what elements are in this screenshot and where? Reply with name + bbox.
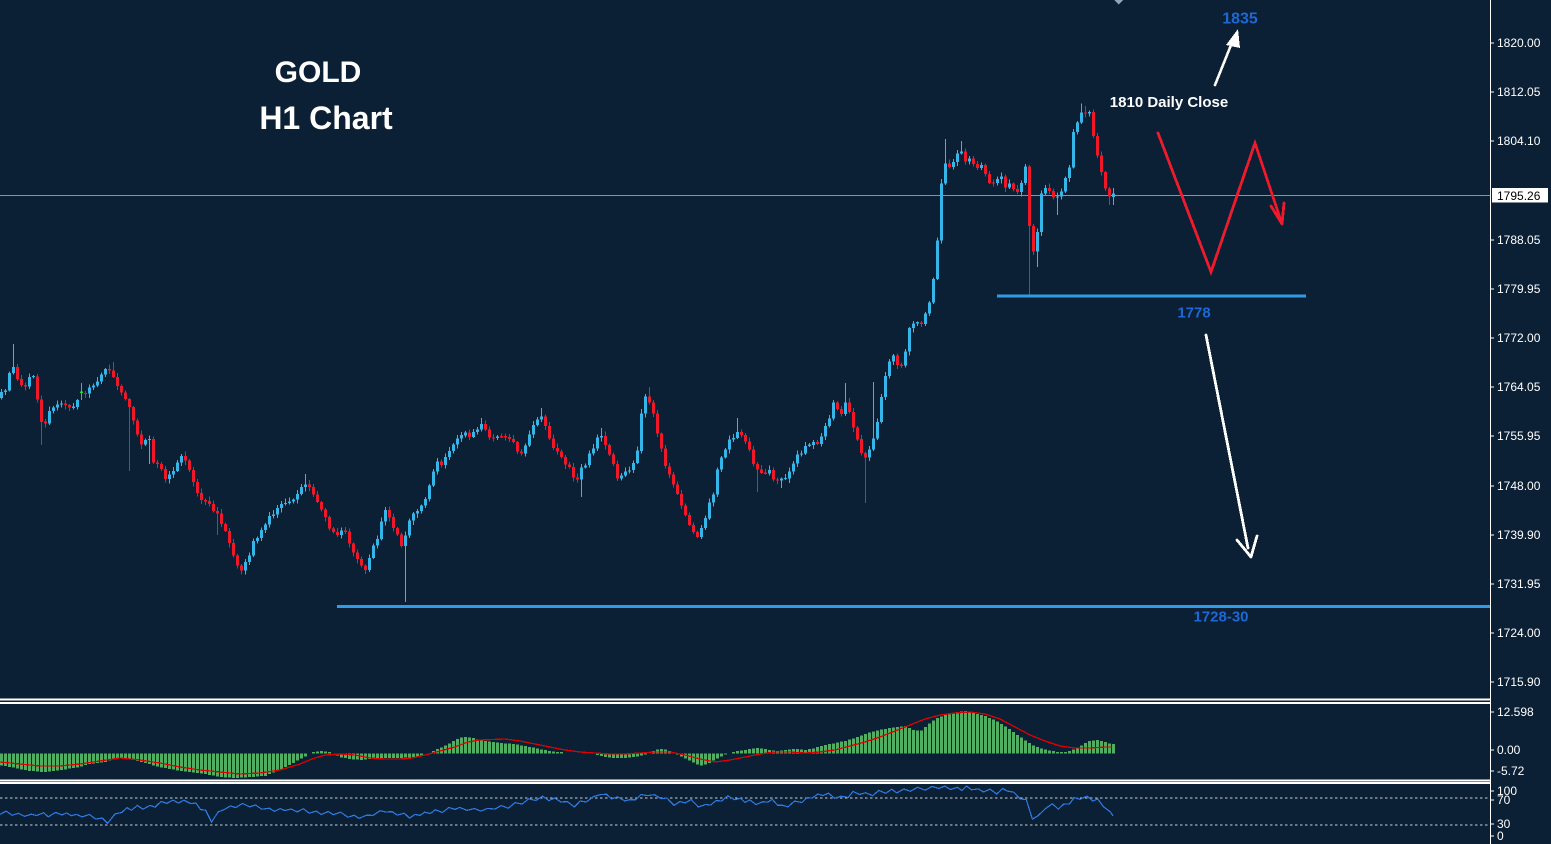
svg-text:12.598: 12.598 [1497,705,1534,719]
svg-text:1739.90: 1739.90 [1497,528,1541,542]
svg-text:100: 100 [1497,784,1517,798]
svg-text:1755.95: 1755.95 [1497,429,1541,443]
svg-text:30: 30 [1497,817,1511,831]
svg-text:1779.95: 1779.95 [1497,282,1541,296]
svg-text:1715.90: 1715.90 [1497,675,1541,689]
svg-text:70: 70 [1497,793,1511,807]
svg-text:1731.95: 1731.95 [1497,577,1541,591]
svg-text:1820.00: 1820.00 [1497,36,1541,50]
svg-text:1804.10: 1804.10 [1497,134,1541,148]
svg-text:0.00: 0.00 [1497,743,1521,757]
svg-text:0: 0 [1497,829,1504,843]
svg-text:1772.00: 1772.00 [1497,331,1541,345]
svg-text:-5.72: -5.72 [1497,764,1525,778]
svg-text:1724.00: 1724.00 [1497,626,1541,640]
svg-text:1728-30: 1728-30 [1193,609,1248,626]
svg-text:1812.05: 1812.05 [1497,85,1541,99]
svg-text:1764.05: 1764.05 [1497,380,1541,394]
svg-text:1810 Daily Close: 1810 Daily Close [1110,94,1228,111]
svg-text:1778: 1778 [1177,305,1210,322]
svg-text:GOLD: GOLD [275,56,362,89]
svg-text:1788.05: 1788.05 [1497,233,1541,247]
svg-text:1835: 1835 [1222,11,1258,28]
svg-text:H1 Chart: H1 Chart [259,100,393,136]
svg-text:1795.26: 1795.26 [1497,189,1541,203]
svg-text:1748.00: 1748.00 [1497,479,1541,493]
